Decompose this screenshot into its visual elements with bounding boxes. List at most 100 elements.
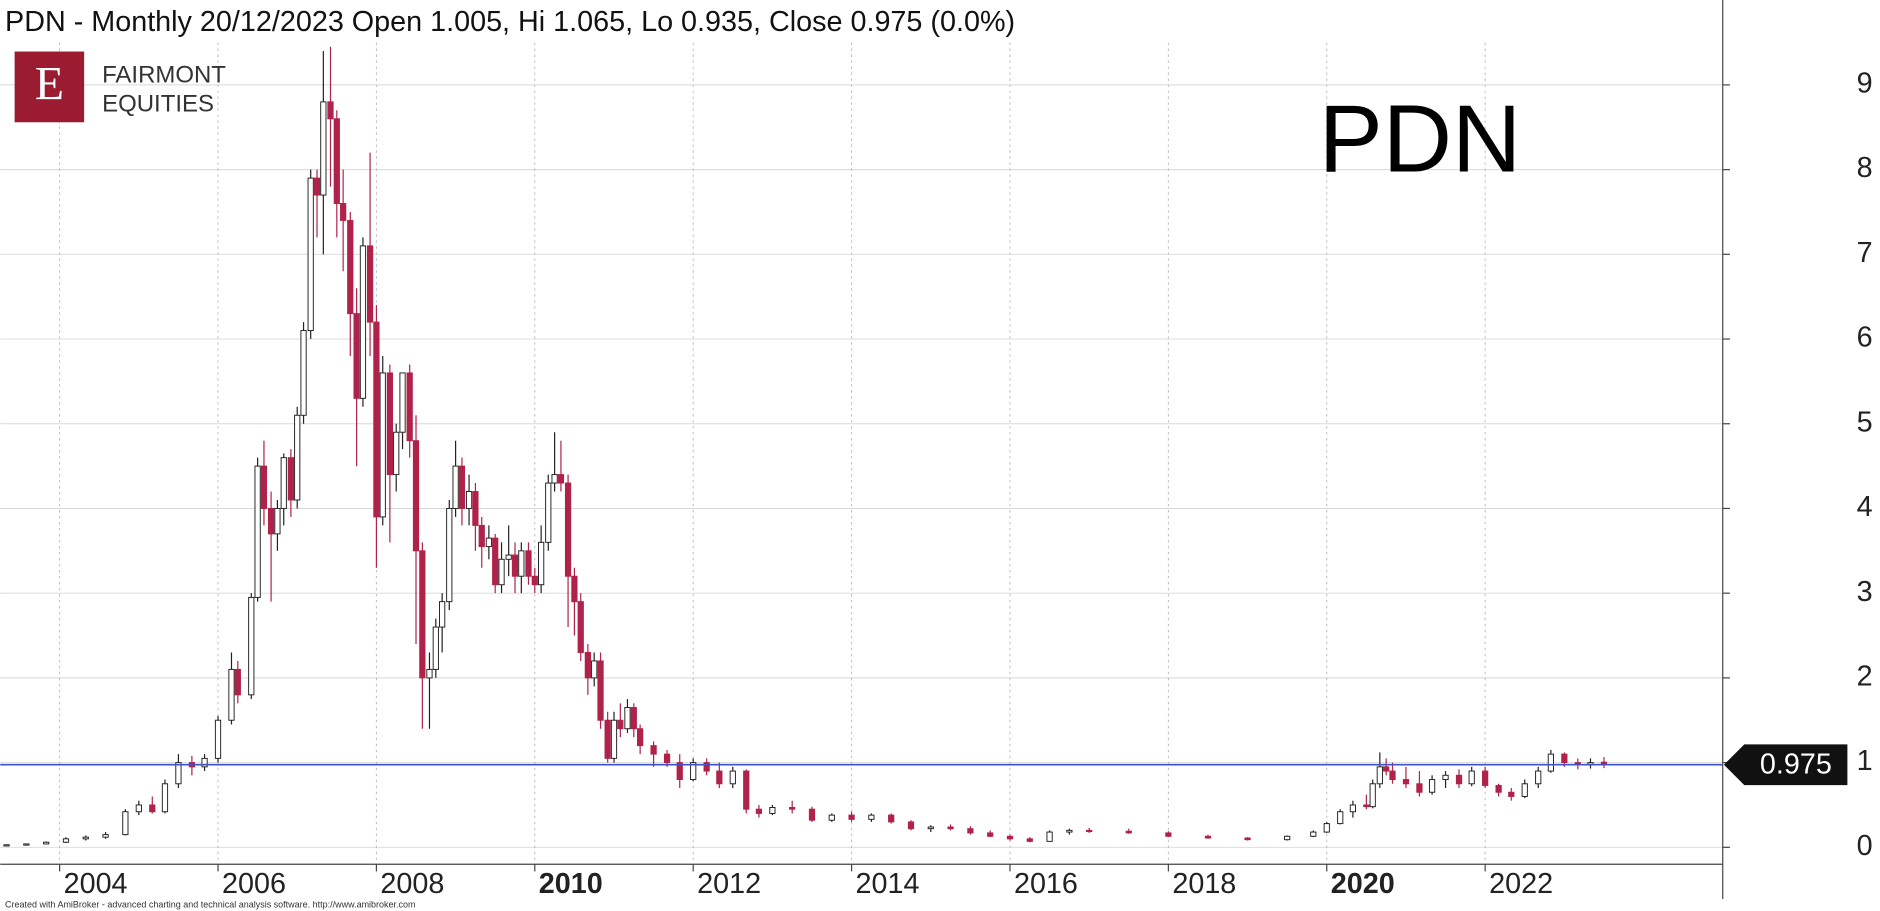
candle-body (610, 719, 618, 759)
price-label: 0.975 (1760, 749, 1832, 781)
candle-body (313, 177, 321, 196)
candle-body (987, 832, 994, 837)
y-tick-label: 0 (1857, 830, 1873, 862)
candle-body (426, 668, 433, 679)
candle-body (907, 821, 915, 830)
candle-body (340, 203, 347, 221)
y-tick-label: 7 (1857, 237, 1873, 269)
candle-body (333, 118, 340, 204)
candle-body (624, 707, 631, 730)
candle-body (1204, 835, 1212, 839)
y-tick-label: 8 (1857, 152, 1873, 184)
candle-body (399, 372, 406, 433)
candle-body (102, 834, 109, 838)
candle-body (439, 601, 446, 628)
candle-body (1535, 770, 1542, 785)
candle-body (1165, 832, 1172, 837)
candle-body (1363, 804, 1370, 808)
candle-body (294, 414, 301, 501)
y-tick-label: 9 (1857, 68, 1873, 100)
candle-body (564, 482, 572, 577)
x-tick-label: 2012 (697, 868, 761, 900)
candle-body (545, 482, 552, 543)
candle-body (43, 841, 50, 845)
candle-body (538, 541, 545, 586)
candle-body (597, 660, 604, 721)
candle-body (1026, 838, 1033, 842)
candle-body (947, 826, 954, 830)
candle-body (498, 558, 505, 586)
candle-body (214, 719, 222, 759)
candle-body (135, 804, 142, 813)
candle-body (1455, 774, 1463, 785)
logo-mark (14, 51, 85, 123)
candle-body (300, 330, 307, 416)
candle-body (617, 719, 624, 730)
candle-body (359, 245, 367, 399)
candle-body (828, 814, 835, 821)
candle-body (366, 245, 374, 323)
candle-body (1323, 823, 1330, 833)
chart-title: PDN - Monthly 20/12/2023 Open 1.005, Hi … (5, 6, 1015, 38)
candle-body (485, 537, 492, 548)
candle-body (518, 550, 525, 577)
candle-body (1442, 774, 1449, 781)
candle-body (716, 770, 723, 785)
candle-body (379, 372, 386, 518)
candle-body (62, 838, 70, 843)
logo-text: FAIRMONT (102, 62, 226, 89)
y-tick-label: 6 (1857, 322, 1873, 354)
footer: Created with AmiBroker - advanced charti… (5, 899, 415, 909)
candle-body (353, 313, 360, 399)
candle-body (1482, 770, 1489, 786)
candle-body (201, 757, 208, 768)
candle-body (650, 745, 657, 755)
candle-body (1402, 779, 1410, 785)
logo-text: EQUITIES (102, 90, 214, 117)
candle-body (23, 843, 30, 846)
candle-body (1383, 766, 1390, 772)
candle-body (472, 491, 479, 526)
candle-body (584, 651, 591, 679)
candle-body (248, 596, 255, 696)
logo-letter: E (35, 58, 64, 111)
y-tick-label: 4 (1857, 491, 1873, 523)
candle-body (260, 465, 268, 509)
candle-body (525, 550, 532, 577)
candle-body (1468, 770, 1475, 785)
candle-body (703, 762, 710, 772)
candle-body (373, 321, 380, 518)
candle-body (320, 101, 327, 196)
candle-body (1547, 753, 1555, 772)
candle-body (446, 507, 453, 603)
candle-body (868, 814, 875, 820)
candle-body (1508, 791, 1515, 797)
candle-body (1046, 831, 1053, 842)
candle-body (1389, 770, 1396, 781)
candle-body (1521, 783, 1528, 797)
candle-body (254, 465, 261, 598)
y-tick-label: 2 (1857, 660, 1873, 692)
candle-body (591, 660, 598, 679)
candle-body (967, 828, 974, 834)
candle-body (419, 550, 426, 679)
candle-body (432, 626, 439, 670)
candle-body (1066, 829, 1073, 833)
candle-body (927, 826, 934, 830)
candle-body (287, 457, 294, 501)
candle-body (1561, 753, 1568, 764)
candle-body (551, 474, 558, 484)
candle-body (848, 814, 855, 820)
candle-body (82, 836, 89, 840)
candle-body (347, 219, 354, 315)
candle-body (676, 762, 683, 781)
candle-body (1284, 835, 1291, 841)
candle-body (327, 101, 334, 120)
candle-body (1495, 784, 1502, 793)
candle-body (577, 601, 584, 653)
candle-body (1125, 830, 1132, 834)
candle-body (1428, 779, 1436, 793)
candle-body (571, 575, 578, 603)
candle-body (690, 762, 697, 781)
